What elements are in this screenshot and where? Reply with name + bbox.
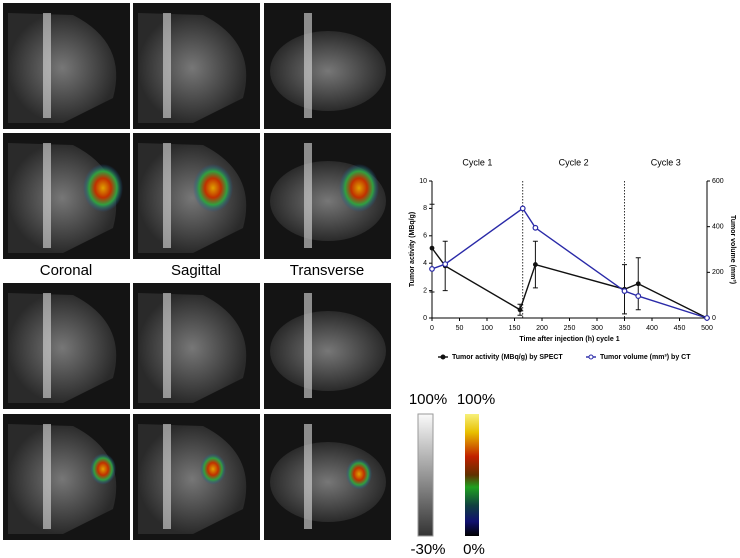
data-point [704, 315, 710, 321]
series-line [431, 207, 708, 319]
x-axis-title: Time after injection (h) cycle 1 [519, 336, 619, 343]
y2-tick-label: 200 [712, 269, 724, 276]
color-colorbar [465, 414, 479, 536]
gray-colorbar [417, 413, 434, 537]
y-tick-label: 4 [423, 260, 427, 267]
scan-tissue [270, 311, 386, 391]
scan-tissue [8, 13, 117, 123]
bone [304, 293, 312, 398]
bone [43, 13, 51, 118]
view-label: Transverse [290, 262, 364, 279]
uptake-hotspot [339, 164, 379, 212]
uptake-hotspot [346, 458, 372, 490]
colorbar-label: 100% [457, 391, 495, 408]
x-tick-label: 450 [674, 325, 686, 332]
data-point [635, 281, 641, 287]
uptake-hotspot [193, 164, 233, 212]
scan-tissue [270, 31, 386, 111]
colorbars: 100% -30% 100% 0% [409, 391, 495, 558]
image-labels: Coronal Sagittal Transverse [40, 262, 365, 279]
data-point [429, 266, 435, 272]
y-tick-label: 2 [423, 287, 427, 294]
data-point [517, 307, 523, 313]
y2-tick-label: 400 [712, 224, 724, 231]
uptake-hotspot [90, 453, 116, 485]
x-tick-label: 50 [456, 325, 464, 332]
bone [43, 143, 51, 248]
bone [304, 13, 312, 118]
series-line [431, 247, 708, 319]
x-tick-label: 150 [509, 325, 521, 332]
cycle-label: Cycle 2 [559, 157, 589, 167]
scan-tissue [8, 424, 117, 534]
x-tick-label: 250 [564, 325, 576, 332]
bone [304, 143, 312, 248]
uptake-hotspot [83, 164, 123, 212]
view-label: Coronal [40, 262, 93, 279]
x-tick-label: 350 [619, 325, 631, 332]
scan-tissue [8, 143, 117, 253]
bone [163, 424, 171, 529]
data-point [621, 288, 628, 294]
legend-marker [440, 354, 446, 360]
colorbar-label: -30% [410, 541, 445, 558]
bone [163, 143, 171, 248]
bone [163, 13, 171, 118]
data-point [635, 293, 642, 299]
x-tick-label: 100 [481, 325, 493, 332]
y2-tick-label: 600 [712, 178, 724, 185]
cycle-label: Cycle 1 [462, 157, 492, 167]
legend-marker [588, 354, 594, 360]
legend-label: Tumor activity (MBq/g) by SPECT [452, 354, 563, 361]
y-tick-label: 0 [423, 315, 427, 322]
y-tick-label: 10 [419, 178, 427, 185]
y2-tick-label: 0 [712, 315, 716, 322]
data-point [519, 205, 526, 212]
data-point [442, 261, 449, 268]
image-panels [3, 3, 391, 540]
y-axis-title: Tumor activity (MBq/g) [409, 212, 416, 287]
data-point [429, 245, 435, 251]
colorbar-label: 0% [463, 541, 485, 558]
view-label: Sagittal [171, 262, 221, 279]
colorbar-label: 100% [409, 391, 447, 408]
data-point [532, 224, 539, 231]
x-tick-label: 500 [701, 325, 713, 332]
scan-tissue [8, 293, 117, 403]
data-point [533, 262, 538, 267]
bone [43, 424, 51, 529]
x-tick-label: 300 [591, 325, 603, 332]
cycle-label: Cycle 3 [651, 157, 681, 167]
x-tick-label: 400 [646, 325, 658, 332]
y-tick-label: 6 [423, 233, 427, 240]
y2-axis-title: Tumor volume (mm³) [729, 215, 736, 284]
x-tick-label: 0 [430, 325, 434, 332]
y-tick-label: 8 [423, 205, 427, 212]
chart: 0 50 100 150 200 250 300 350 400 450 5000246810020… [409, 157, 736, 360]
bone [304, 424, 312, 529]
bone [43, 293, 51, 398]
x-tick-label: 200 [536, 325, 548, 332]
bone [163, 293, 171, 398]
uptake-hotspot [200, 453, 226, 485]
legend-label: Tumor volume (mm³) by CT [600, 354, 691, 361]
